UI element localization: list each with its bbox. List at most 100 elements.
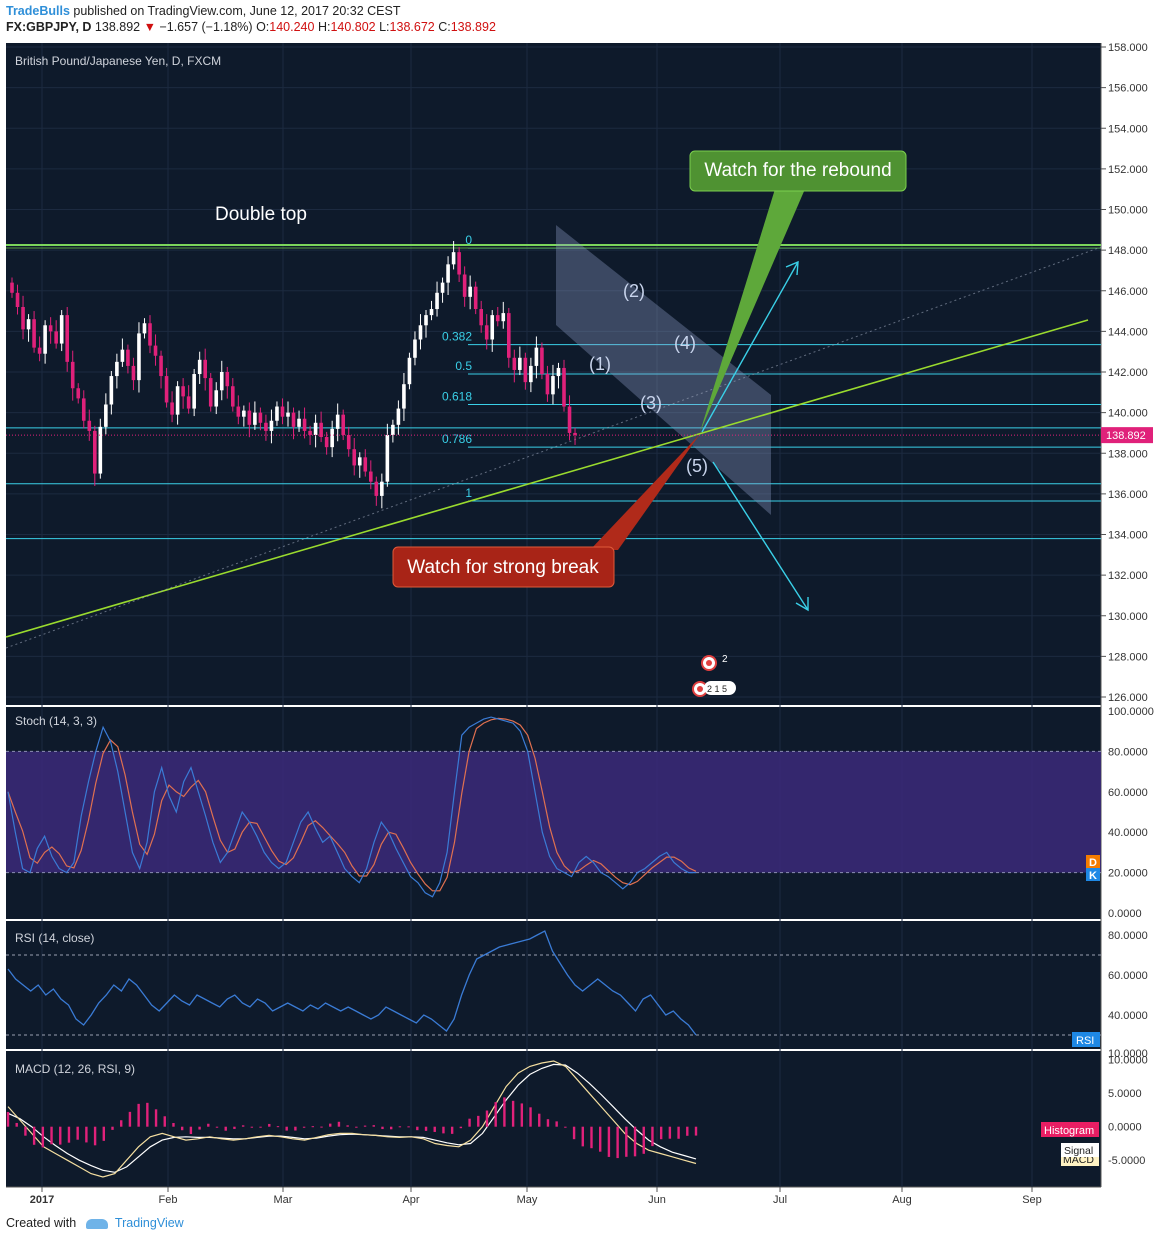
macd-histogram-bar bbox=[633, 1126, 637, 1157]
price-tick-label: 150.000 bbox=[1108, 205, 1148, 217]
candle-body bbox=[457, 252, 461, 275]
candle-body bbox=[231, 386, 235, 407]
macd-histogram-bar bbox=[511, 1100, 515, 1127]
macd-histogram-bar bbox=[59, 1126, 62, 1145]
green-trendline[interactable] bbox=[5, 319, 1089, 638]
candle-body bbox=[374, 481, 379, 496]
price-tick-label: 134.000 bbox=[1108, 530, 1148, 542]
candle-body bbox=[81, 398, 86, 421]
stoch-k-legend: K bbox=[1089, 870, 1097, 882]
footer: Created with TradingView bbox=[6, 1216, 184, 1230]
candle-body bbox=[275, 406, 279, 421]
macd-pane[interactable] bbox=[6, 1051, 1101, 1187]
macd-histogram-bar bbox=[111, 1126, 114, 1130]
macd-tick-label: 5.0000 bbox=[1108, 1088, 1142, 1100]
wave-label: (1) bbox=[589, 354, 611, 374]
break-arrow[interactable] bbox=[712, 461, 809, 611]
candles[interactable] bbox=[10, 240, 577, 509]
macd-histogram-bar bbox=[450, 1126, 454, 1134]
candle-body bbox=[424, 315, 428, 326]
macd-histogram-bar bbox=[485, 1110, 489, 1127]
candle-body bbox=[451, 252, 456, 265]
publisher-name[interactable]: TradeBulls bbox=[6, 4, 70, 18]
tradingview-cloud-icon bbox=[85, 1218, 108, 1229]
rsi-pane[interactable] bbox=[6, 921, 1101, 1049]
macd-histogram-bar bbox=[581, 1126, 584, 1147]
macd-histogram-bar bbox=[224, 1126, 227, 1131]
tradingview-link[interactable]: TradingView bbox=[114, 1216, 184, 1230]
macd-histogram-bar bbox=[494, 1102, 497, 1127]
candle-body bbox=[341, 414, 345, 435]
macd-histogram-bar bbox=[163, 1116, 166, 1127]
time-tick-label: 2017 bbox=[30, 1194, 54, 1206]
candle-body bbox=[159, 355, 163, 377]
candle-body bbox=[324, 437, 329, 448]
break-callout[interactable] bbox=[392, 546, 615, 588]
candle-body bbox=[473, 286, 478, 310]
macd-histogram-bar bbox=[137, 1103, 140, 1127]
wave-labels: (1) (2) (3) (4) (5) bbox=[589, 281, 708, 476]
macd-histogram-bar bbox=[363, 1125, 367, 1127]
macd-histogram-bar bbox=[15, 1122, 18, 1127]
candle-body bbox=[192, 374, 196, 409]
price-tick-label: 144.000 bbox=[1108, 326, 1148, 338]
rsi-tick-label: 60.0000 bbox=[1108, 970, 1148, 982]
macd-histogram-bar bbox=[477, 1115, 480, 1127]
downtrend-channel[interactable] bbox=[556, 225, 771, 515]
time-tick-label: Aug bbox=[892, 1194, 912, 1206]
candle-body bbox=[369, 471, 373, 482]
event-markers[interactable]: 2 2 1 5 bbox=[692, 654, 736, 697]
candle-body bbox=[137, 333, 141, 381]
candle-body bbox=[197, 359, 202, 375]
candle-body bbox=[551, 376, 555, 395]
macd-histogram-bar bbox=[529, 1107, 532, 1127]
candle-body bbox=[247, 410, 252, 425]
candle-body bbox=[131, 365, 136, 381]
macd-histogram-bar bbox=[311, 1126, 315, 1128]
candle-body bbox=[286, 412, 290, 417]
candle-body bbox=[529, 365, 533, 383]
candle-body bbox=[302, 418, 307, 431]
rebound-arrow[interactable] bbox=[701, 261, 799, 433]
macd-histogram-bar bbox=[320, 1126, 323, 1128]
candle-body bbox=[242, 410, 246, 417]
rebound-callout-pointer bbox=[700, 189, 805, 432]
rsi-tick-label: 80.0000 bbox=[1108, 930, 1148, 942]
break-callout-pointer bbox=[590, 434, 700, 550]
candle-body bbox=[59, 315, 64, 344]
time-tick-labels: 2017 Feb Mar Apr May Jun Jul Aug Sep bbox=[30, 1187, 1042, 1206]
price-axis[interactable] bbox=[1101, 43, 1164, 1187]
macd-histogram-bar bbox=[276, 1126, 280, 1128]
candle-body bbox=[15, 292, 20, 307]
macd-histogram-bar bbox=[128, 1111, 132, 1127]
candle-body bbox=[507, 313, 511, 358]
macd-histogram-bar bbox=[302, 1126, 306, 1128]
candle-body bbox=[540, 347, 544, 375]
macd-histogram-bar bbox=[389, 1126, 393, 1130]
macd-histogram-bar bbox=[555, 1121, 558, 1127]
candle-body bbox=[37, 347, 42, 354]
macd-histogram-bar bbox=[520, 1103, 524, 1127]
candle-body bbox=[120, 349, 125, 362]
double-top-label: Double top bbox=[215, 204, 307, 225]
macd-histogram-bar bbox=[355, 1126, 358, 1128]
macd-histogram-bar bbox=[607, 1126, 611, 1157]
candle-body bbox=[126, 349, 130, 366]
macd-histogram-bar bbox=[50, 1126, 53, 1145]
candle-body bbox=[534, 347, 539, 366]
candle-body bbox=[518, 357, 522, 370]
rebound-callout[interactable] bbox=[689, 150, 907, 192]
time-axis[interactable] bbox=[6, 1187, 1101, 1209]
macd-histogram-bar bbox=[668, 1126, 672, 1139]
stoch-d-line bbox=[7, 717, 697, 892]
candle-body bbox=[407, 357, 412, 385]
wave-label: (5) bbox=[686, 456, 708, 476]
candle-body bbox=[153, 345, 158, 356]
macd-histogram-bar bbox=[241, 1125, 245, 1127]
candle-body bbox=[484, 325, 489, 340]
time-tick-label: May bbox=[517, 1194, 538, 1206]
price-tick-label: 154.000 bbox=[1108, 123, 1148, 135]
stoch-tick-label: 0.0000 bbox=[1108, 908, 1142, 920]
macd-histogram-bar bbox=[503, 1097, 506, 1127]
